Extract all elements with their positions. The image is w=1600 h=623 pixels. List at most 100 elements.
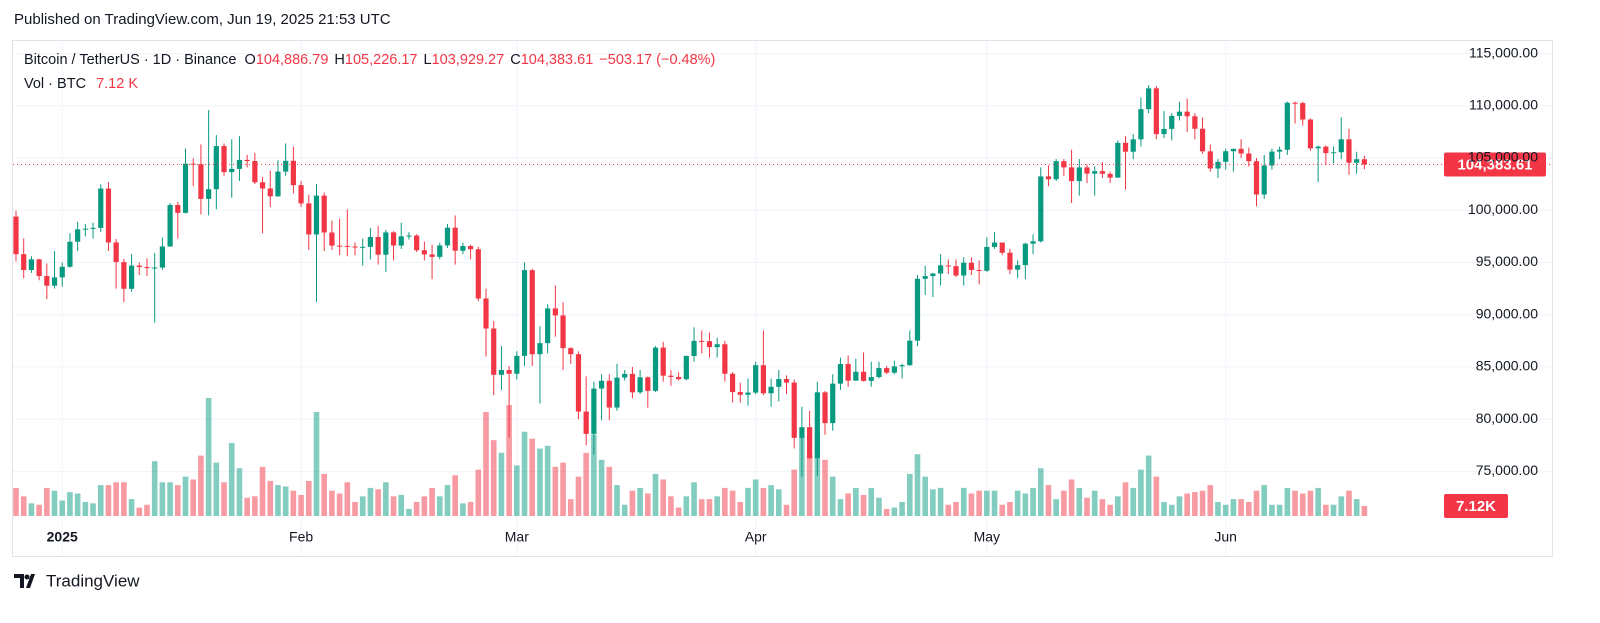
volume-bar <box>44 487 50 516</box>
volume-bar <box>768 485 774 516</box>
volume-bar <box>1184 493 1190 516</box>
candle-body <box>90 227 96 229</box>
volume-bar <box>999 504 1006 516</box>
volume-bar <box>799 437 805 516</box>
price-tag <box>1444 152 1546 177</box>
volume-bar <box>228 442 235 516</box>
candle-body <box>414 235 420 251</box>
candle-body <box>491 328 497 375</box>
candle-body <box>714 344 720 348</box>
volume-bar <box>390 496 397 516</box>
candle-body <box>529 270 535 355</box>
legend-key: L <box>424 52 432 68</box>
candle-body <box>1015 265 1021 270</box>
candle-body <box>44 276 50 286</box>
candle-body <box>229 168 235 173</box>
candle-body <box>938 265 944 274</box>
candle-body <box>706 341 713 348</box>
volume-bar <box>1353 499 1360 516</box>
volume-bar <box>1207 485 1214 516</box>
volume-bar <box>729 490 736 516</box>
volume-bar <box>583 452 589 516</box>
volume-bar <box>275 485 281 516</box>
candle-body <box>868 377 874 381</box>
volume-bar <box>660 479 667 516</box>
candle-body <box>28 259 35 270</box>
volume-bar <box>1222 504 1229 516</box>
legend-value: 105,226.17 <box>345 52 418 68</box>
y-tick-label: 90,000.00 <box>1476 305 1538 321</box>
candle-body <box>1138 109 1144 140</box>
candle-body <box>768 386 774 394</box>
candle-body <box>236 159 243 169</box>
logo: TradingView <box>14 571 140 590</box>
volume-bar <box>991 490 998 516</box>
candle-body <box>259 182 266 189</box>
volume-bar <box>13 487 19 516</box>
candle-body <box>1207 151 1213 169</box>
volume-bar <box>1030 487 1036 516</box>
volume-tag <box>1444 493 1508 518</box>
volume-bar <box>1323 504 1329 516</box>
candle-body <box>367 237 374 247</box>
volume-bar <box>1091 490 1098 516</box>
candle-body <box>1300 103 1306 120</box>
volume-bar <box>1037 468 1044 516</box>
volume-bar <box>868 487 875 516</box>
candle-body <box>390 232 397 246</box>
candle-body <box>884 368 890 373</box>
candle-body <box>13 216 19 255</box>
volume-bar <box>560 462 566 516</box>
volume-bar <box>1307 490 1314 516</box>
legend-line: Bitcoin / TetherUS · 1D · Binance O104,8… <box>24 52 715 68</box>
candle-body <box>1084 167 1090 174</box>
candle-body <box>198 164 204 199</box>
candle-body <box>1315 146 1321 149</box>
candle-body <box>668 375 674 377</box>
volume-bar <box>398 494 405 516</box>
volume-bar <box>1292 490 1298 516</box>
candle-body <box>321 195 327 233</box>
candle-body <box>984 246 990 271</box>
volume-bar <box>937 487 944 516</box>
legend-key: C <box>510 52 520 68</box>
candle-body <box>922 276 928 279</box>
volume-bar <box>467 501 474 516</box>
volume-bar <box>1192 492 1198 516</box>
volume-bar <box>591 434 597 516</box>
candle-body <box>444 227 451 246</box>
y-tick-label: 100,000.00 <box>1468 201 1538 217</box>
candle-body <box>853 371 859 381</box>
candle-body <box>1238 148 1244 154</box>
candle-body <box>622 373 628 378</box>
volume-bar <box>67 492 73 516</box>
candle-body <box>1284 102 1290 150</box>
published-note: Published on TradingView.com, Jun 19, 20… <box>14 11 391 28</box>
volume-bar <box>722 487 728 516</box>
candle-body <box>1323 146 1329 154</box>
candle-body <box>21 254 27 270</box>
candle-body <box>498 370 505 375</box>
candle-body <box>152 267 158 269</box>
candle-body <box>722 344 728 374</box>
y-tick-label: 85,000.00 <box>1476 358 1538 374</box>
volume-bar <box>282 486 289 516</box>
volume-bar <box>529 438 536 516</box>
candle-body <box>976 269 982 271</box>
volume-bar <box>1346 490 1352 516</box>
candle-body <box>1184 111 1190 117</box>
candle-body <box>1130 139 1136 152</box>
x-tick-label: 2025 <box>47 529 78 545</box>
candle-body <box>652 347 659 391</box>
volume-bar <box>984 490 990 516</box>
volume-bar <box>205 398 212 516</box>
candle-body <box>1361 159 1367 165</box>
volume-bar <box>1099 499 1106 516</box>
candle-body <box>313 195 320 235</box>
volume-bar <box>1361 505 1368 516</box>
candle-body <box>729 373 736 393</box>
volume-bar <box>259 466 266 516</box>
candle-body <box>1176 111 1183 116</box>
volume-bar <box>498 452 505 516</box>
candle-body <box>907 340 913 366</box>
